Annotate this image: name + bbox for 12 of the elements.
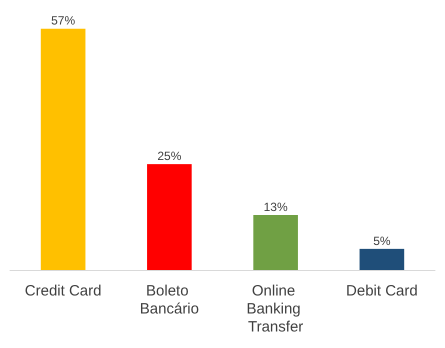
data-label: 13% (264, 200, 288, 214)
bar (40, 28, 86, 270)
bar (360, 248, 404, 270)
x-tick-label: Credit Card (24, 282, 102, 300)
data-label: 5% (373, 234, 391, 248)
x-tick-label: Debit Card (346, 282, 418, 300)
data-label: 25% (157, 149, 182, 164)
x-tick-label: Online Banking Transfer (246, 282, 305, 336)
x-tick-label: Boleto Bancário (140, 282, 199, 318)
bar (147, 164, 192, 270)
bar (253, 214, 298, 270)
data-label: 57% (51, 14, 76, 28)
